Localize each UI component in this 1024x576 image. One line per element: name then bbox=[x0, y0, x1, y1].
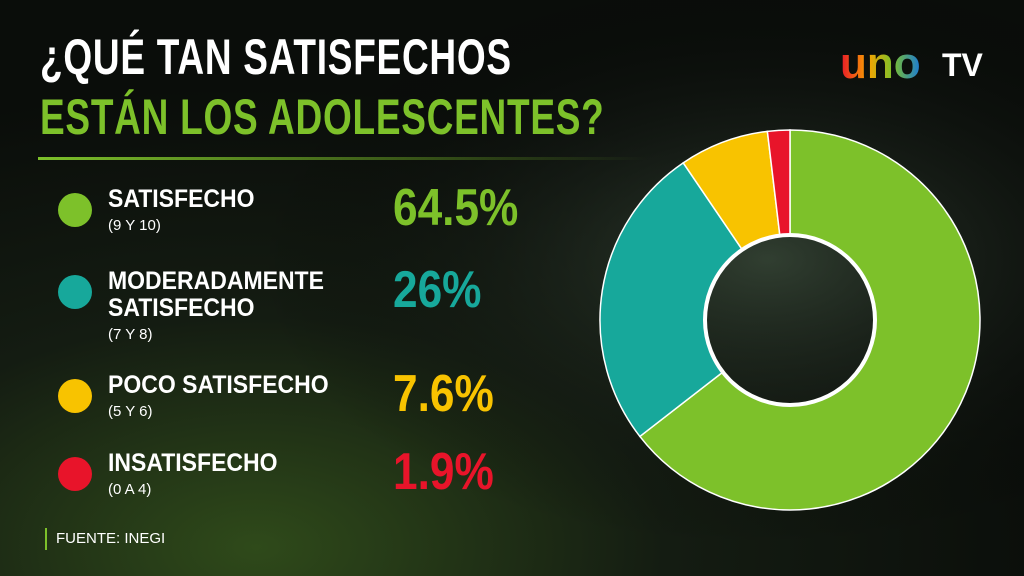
logo-text: uno bbox=[840, 39, 921, 88]
donut-hole-ring bbox=[703, 233, 877, 407]
legend-dot bbox=[58, 275, 92, 309]
title-rule bbox=[38, 157, 648, 160]
subtitle: ESTÁN LOS ADOLESCENTES? bbox=[40, 89, 605, 145]
category-label: SATISFECHO bbox=[108, 185, 255, 213]
category-note: (0 A 4) bbox=[108, 481, 152, 498]
category-label: MODERADAMENTE SATISFECHO bbox=[108, 267, 324, 322]
category-note: (9 Y 10) bbox=[108, 217, 161, 234]
category-note: (7 Y 8) bbox=[108, 326, 153, 343]
category-note: (5 Y 6) bbox=[108, 403, 153, 420]
category-label: POCO SATISFECHO bbox=[108, 371, 329, 399]
legend-dot bbox=[58, 193, 92, 227]
category-label: INSATISFECHO bbox=[108, 449, 278, 477]
title: ¿QUÉ TAN SATISFECHOS bbox=[40, 29, 512, 85]
logo-suffix: TV bbox=[942, 47, 984, 83]
value-label: 7.6% bbox=[393, 365, 494, 423]
value-label: 26% bbox=[393, 261, 482, 319]
source: FUENTE: INEGI bbox=[56, 530, 166, 547]
value-label: 64.5% bbox=[393, 179, 519, 237]
legend-dot bbox=[58, 457, 92, 491]
value-label: 1.9% bbox=[393, 443, 494, 501]
legend-dot bbox=[58, 379, 92, 413]
source-bar bbox=[45, 528, 47, 550]
